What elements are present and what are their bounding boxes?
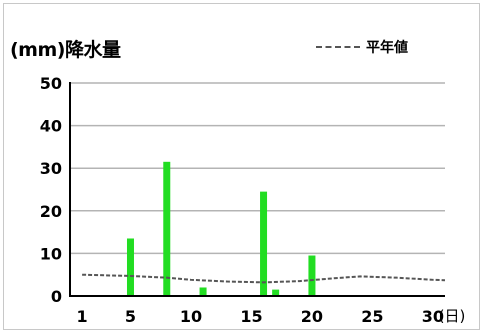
x-tick-label-25: 25 — [361, 307, 383, 326]
axes — [69, 82, 445, 297]
y-axis-label: (mm)降水量 — [10, 39, 121, 61]
bar-day-17 — [272, 289, 280, 296]
x-tick-label-1: 1 — [77, 307, 88, 326]
y-tick-label-30: 30 — [40, 159, 62, 178]
legend: 平年値 — [316, 37, 408, 57]
bar-day-5 — [126, 238, 134, 296]
y-tick-label-20: 20 — [40, 202, 62, 221]
y-tick-label-40: 40 — [40, 117, 62, 136]
normal-line-layer — [82, 273, 446, 284]
legend-label-normal: 平年値 — [366, 40, 408, 56]
x-tick-label-20: 20 — [301, 307, 323, 326]
bar-day-20 — [308, 255, 316, 296]
chart-frame — [3, 3, 480, 330]
y-tick-label-10: 10 — [40, 244, 62, 263]
x-tick-label-5: 5 — [125, 307, 136, 326]
bars — [126, 161, 316, 296]
legend-dashed-line-swatch — [316, 46, 360, 48]
bar-day-16 — [260, 191, 268, 296]
x-axis-unit-label: (日) — [439, 307, 466, 325]
x-tick-label-30: 30 — [422, 307, 444, 326]
y-tick-label-50: 50 — [40, 74, 62, 93]
y-tick-labels: 0 10 20 30 40 50 — [40, 74, 62, 306]
normal-line — [82, 273, 446, 284]
bar-day-11 — [199, 287, 207, 296]
gridlines — [70, 82, 445, 255]
x-tick-labels: 1 5 10 15 20 25 30 — [77, 307, 445, 326]
bar-day-8 — [163, 161, 171, 296]
y-tick-label-0: 0 — [51, 287, 62, 306]
x-tick-label-10: 10 — [180, 307, 202, 326]
x-tick-label-15: 15 — [240, 307, 262, 326]
